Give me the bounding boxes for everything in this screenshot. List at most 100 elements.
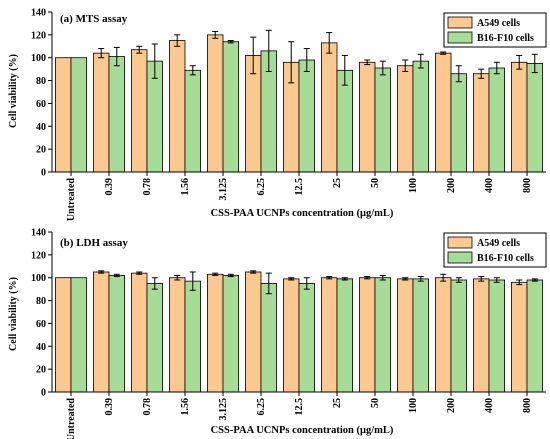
panel-b-x-tick-label: 6.25 [256, 398, 267, 416]
panel-b-bar-b16f10-3 [184, 280, 201, 393]
panel-b-bar-a549-2 [131, 272, 148, 393]
panel-a-bar-b16f10-9 [412, 60, 429, 173]
panel-b-bar-a549-10 [435, 277, 452, 393]
panel-a-bar-b16f10-8 [374, 67, 391, 173]
panel-b-error-bar-b16f10-10 [455, 277, 462, 283]
panel-b-x-tick-label: 100 [408, 398, 419, 413]
panel-a-y-tick-label: 60 [36, 99, 46, 110]
panel-b-error-bar-b16f10-3 [189, 271, 196, 291]
panel-a-legend: A549 cells B16-F10 cells [443, 12, 547, 48]
panel-b-legend: A549 cells B16-F10 cells [443, 232, 547, 268]
panel-a-bar-a549-10 [435, 52, 452, 173]
panel-b-x-tick-label: 50 [370, 398, 381, 408]
panel-b-y-tick-label: 80 [36, 296, 46, 307]
panel-a-bar-a549-9 [397, 65, 414, 173]
panel-b-y-tick-label: 20 [36, 365, 46, 376]
panel-a-bar-a549-0 [55, 57, 72, 173]
panel-b-error-bar-a549-4 [212, 272, 219, 276]
panel-b-bar-a549-7 [321, 277, 338, 393]
panel-b-bar-b16f10-12 [526, 279, 543, 393]
panel-a-bar-a549-8 [359, 61, 376, 173]
panel-a-y-tick-label: 0 [41, 168, 46, 179]
panel-a-bar-b16f10-12 [526, 63, 543, 173]
panel-a-bar-b16f10-10 [450, 73, 467, 173]
panel-a-error-bar-b16f10-3 [189, 65, 196, 76]
panel-b-bar-b16f10-7 [336, 278, 353, 393]
panel-a-y-axis-label: Cell viability (%) [8, 54, 19, 128]
panel-a-bar-a549-12 [511, 61, 528, 173]
panel-b-legend-swatch-b16f10 [447, 251, 473, 264]
panel-b-y-axis-label: Cell viability (%) [8, 277, 19, 351]
panel-a-bar-b16f10-6 [298, 59, 315, 173]
panel-a-y-tick-label: 120 [31, 30, 46, 41]
panel-a-error-bar-b16f10-6 [303, 48, 310, 72]
panel-a-error-bar-a549-5 [250, 36, 257, 75]
panel-b-error-bar-a549-9 [402, 277, 409, 281]
panel-a-x-tick-label: 800 [522, 178, 533, 193]
panel-b-bar-b16f10-5 [260, 283, 277, 393]
panel-b-error-bar-b16f10-11 [493, 277, 500, 283]
panel-a-error-bar-b16f10-2 [151, 43, 158, 79]
panel-b-bar-a549-0 [55, 277, 72, 393]
panel-a-bar-b16f10-0 [70, 57, 87, 173]
panel-a-error-bar-a549-2 [136, 45, 143, 54]
panel-a-error-bar-a549-4 [212, 30, 219, 39]
panel-a-x-tick-label: 0.39 [104, 178, 115, 196]
panel-b-error-bar-b16f10-12 [531, 278, 538, 282]
panel-a-x-tick-label: 0.78 [142, 178, 153, 196]
panel-b-y-tick-label: 100 [31, 273, 46, 284]
panel-b-error-bar-b16f10-1 [113, 273, 120, 278]
panel-b-error-bar-a549-7 [326, 276, 333, 280]
panel-b-x-tick-label: Untreated [66, 398, 77, 439]
panel-a-error-bar-a549-12 [516, 54, 523, 70]
panel-b-bar-b16f10-10 [450, 279, 467, 393]
panel-b-error-bar-a549-6 [288, 277, 295, 281]
panel-a-legend-label-a549: A549 cells [477, 18, 520, 29]
panel-b-error-bar-b16f10-9 [417, 276, 424, 282]
panel-b-bar-a549-5 [245, 271, 262, 393]
panel-b-y-tick-label: 120 [31, 250, 46, 261]
panel-b-bar-a549-12 [511, 281, 528, 393]
panel-a-x-tick-label: 100 [408, 178, 419, 193]
panel-b-bar-a549-11 [473, 278, 490, 393]
panel-a-bar-b16f10-1 [108, 56, 125, 173]
panel-a-error-bar-a549-9 [402, 59, 409, 72]
panel-a-error-bar-a549-8 [364, 59, 371, 66]
panel-b-x-axis-label: CSS-PAA UCNPs concentration (μg/mL) [211, 425, 394, 436]
panel-a-y-tick-label: 100 [31, 53, 46, 64]
panel-a-x-tick-label: 25 [332, 178, 343, 188]
panel-a-bar-a549-11 [473, 73, 490, 173]
panel-a-y-tick-label: 80 [36, 76, 46, 87]
panel-b-bar-b16f10-4 [222, 275, 239, 393]
panel-b-y-tick-label: 140 [31, 228, 46, 239]
panel-a-y-tick-label: 20 [36, 145, 46, 156]
panel-a-x-tick-label: 12.5 [294, 178, 305, 196]
panel-b-ldh-assay: Cell viability (%) (b) LDH assay CSS-PAA… [8, 228, 547, 439]
panel-b-bar-b16f10-11 [488, 279, 505, 393]
panel-b-bar-a549-4 [207, 273, 224, 393]
panel-a-error-bar-a549-3 [174, 34, 181, 47]
panel-b-error-bar-a549-5 [250, 270, 257, 274]
panel-a-legend-swatch-b16f10 [447, 31, 473, 44]
panel-a-x-tick-label: 200 [446, 178, 457, 193]
panel-a-bar-a549-7 [321, 42, 338, 173]
panel-a-x-tick-label: 1.56 [180, 178, 191, 196]
panel-a-error-bar-b16f10-4 [227, 40, 234, 44]
panel-b-error-bar-b16f10-6 [303, 277, 310, 290]
panel-b-y-tick-label: 60 [36, 319, 46, 330]
panel-a-error-bar-a549-10 [440, 51, 447, 55]
panel-a-bar-a549-3 [169, 40, 186, 173]
panel-a-error-bar-b16f10-9 [417, 53, 424, 69]
panel-b-bar-b16f10-2 [146, 283, 163, 393]
panel-a-error-bar-a549-7 [326, 32, 333, 54]
panel-a-error-bar-b16f10-8 [379, 60, 386, 76]
panel-a-y-tick-label: 40 [36, 122, 46, 133]
panel-b-bar-b16f10-9 [412, 278, 429, 393]
panel-b-bar-b16f10-6 [298, 283, 315, 393]
panel-b-x-tick-label: 0.39 [104, 398, 115, 416]
panel-b-x-tick-label: 0.78 [142, 398, 153, 416]
panel-b-x-tick-label: 3.125 [218, 398, 229, 421]
panel-a-bar-a549-1 [93, 52, 110, 173]
panel-b-error-bar-a549-2 [136, 271, 143, 275]
